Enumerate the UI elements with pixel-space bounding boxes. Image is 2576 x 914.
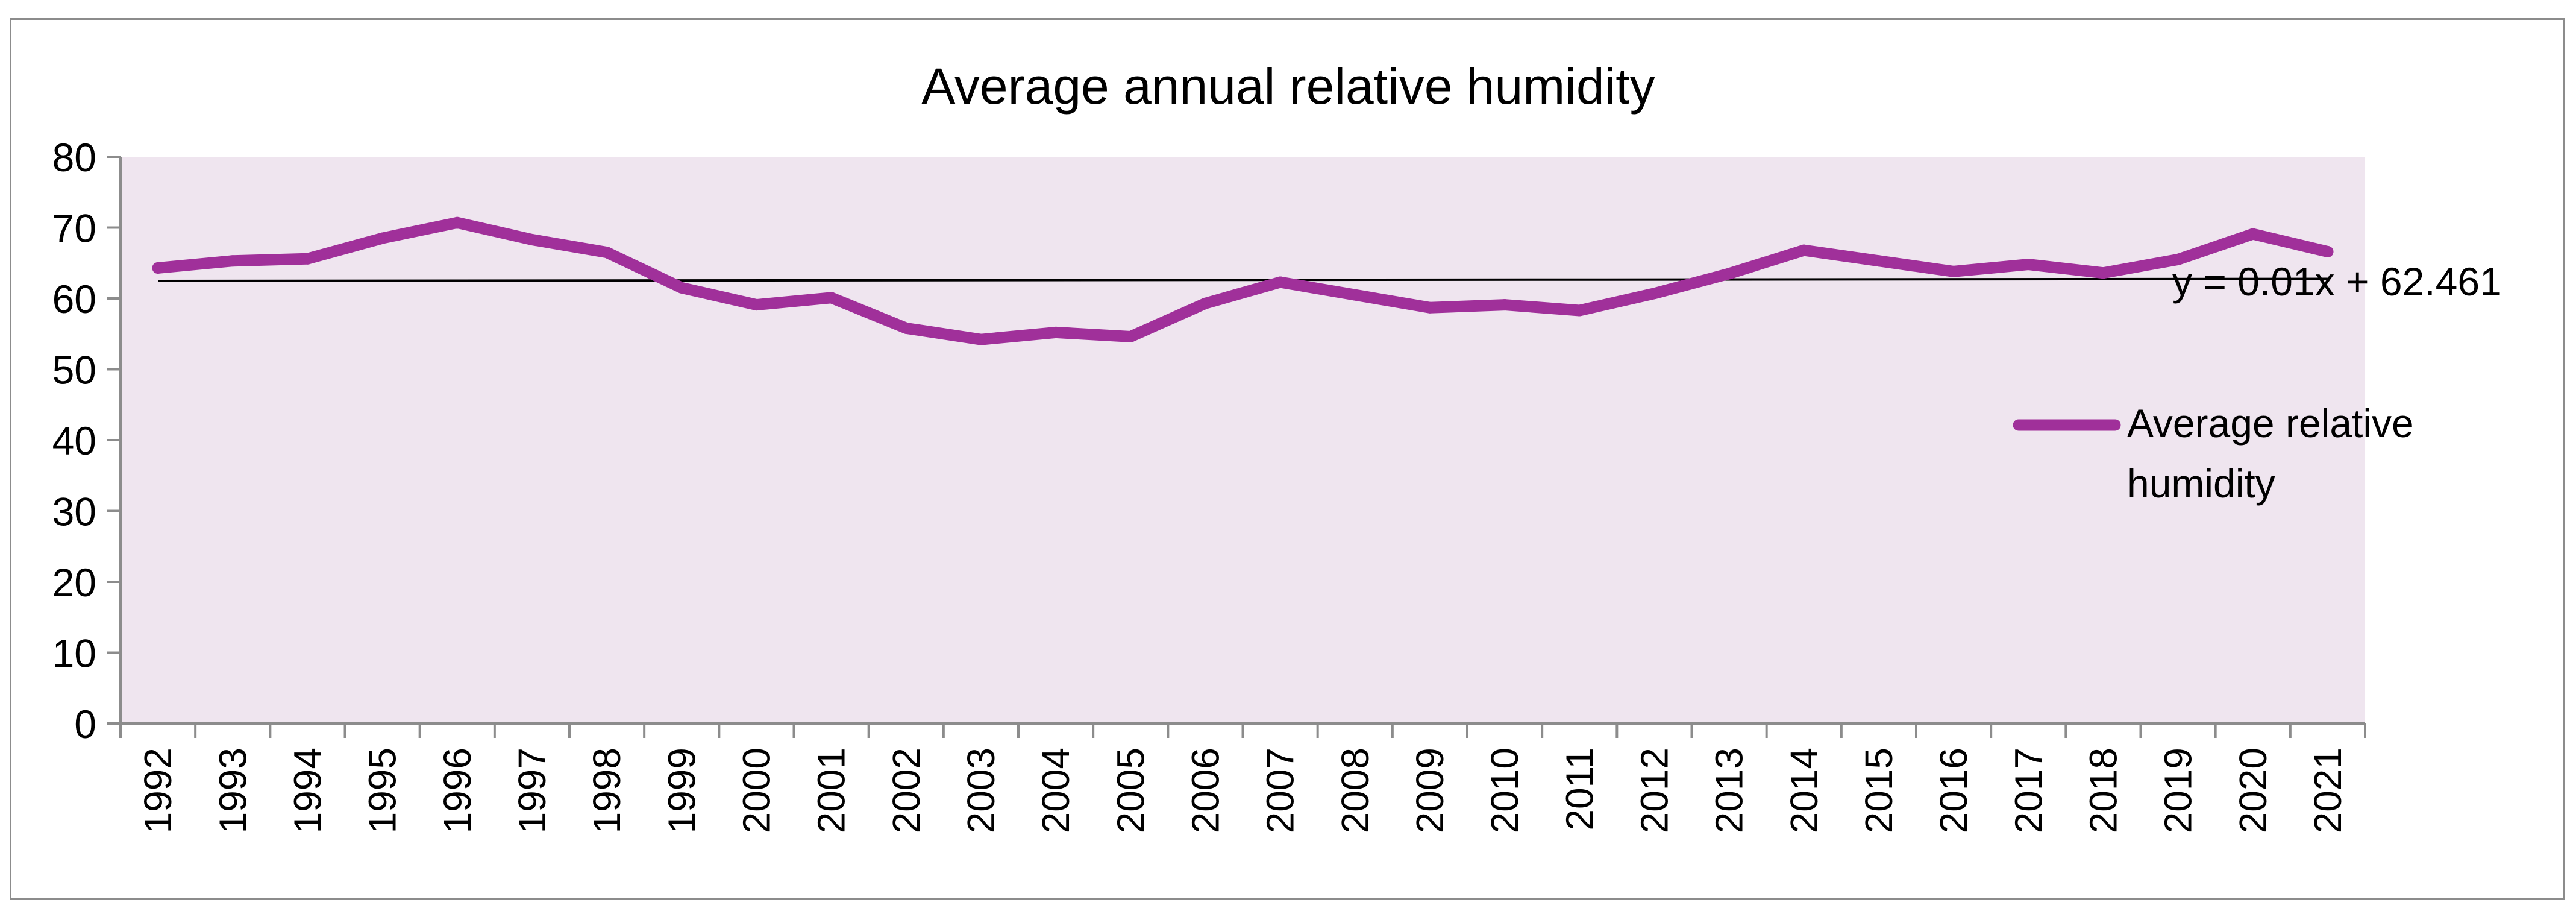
data-point [900,322,912,334]
legend-label-line-1: Average relative [2127,401,2414,446]
y-axis-ticks: 0 10 20 30 40 50 60 70 80 [52,135,121,746]
series-points [152,216,2334,345]
data-point [152,262,164,274]
data-point [826,292,838,304]
legend-label-line-2: humidity [2127,461,2275,506]
x-tick-label: 1998 [585,748,628,833]
data-point [601,247,613,259]
x-tick-label: 2020 [2231,748,2275,833]
y-tick-label: 40 [52,418,96,463]
x-tick-label: 2021 [2306,748,2349,833]
x-tick-label: 2000 [735,748,778,833]
data-point [1948,265,1960,277]
x-tick-label: 2009 [1408,748,1452,833]
y-tick-label: 0 [74,702,96,746]
y-tick-label: 70 [52,206,96,251]
data-point [975,333,987,345]
x-tick-label: 2008 [1333,748,1377,833]
y-tick-label: 30 [52,490,96,534]
x-tick-label: 2003 [959,748,1003,833]
data-point [675,282,688,294]
x-tick-label: 1997 [510,748,554,833]
x-tick-label: 2001 [810,748,853,833]
x-tick-label: 2011 [1558,748,1601,831]
chart-title: Average annual relative humidity [921,58,1655,115]
x-tick-label: 2016 [1932,748,1975,833]
x-axis-ticks: 1992 1993 1994 1995 1996 1997 1998 1999 2000 2001… [119,723,2366,833]
trendline-equation: y = 0.01x + 62.461 [2172,259,2502,304]
x-tick-label: 1993 [211,748,254,833]
data-point [1573,304,1585,317]
x-tick-label: 1994 [286,748,329,833]
x-tick-label: 2017 [2007,748,2050,833]
x-tick-label: 2014 [1782,748,1826,833]
data-point [2322,245,2334,257]
x-tick-label: 2007 [1259,748,1302,833]
data-point [1723,268,1735,280]
x-tick-label: 2018 [2081,748,2125,833]
data-point [227,255,239,267]
x-tick-label: 2005 [1109,748,1152,833]
data-point [1199,297,1211,309]
y-tick-label: 60 [52,277,96,321]
plot-area [121,157,2365,723]
data-point [301,253,313,265]
data-point [2172,253,2184,265]
data-point [1648,288,1660,300]
data-point [1873,255,1885,267]
data-point [2022,259,2034,271]
x-tick-label: 2019 [2157,748,2200,833]
x-tick-label: 2004 [1034,748,1077,833]
data-point [750,299,762,311]
data-point [377,232,389,244]
data-point [1798,244,1810,256]
legend: Average relative humidity [2013,401,2414,506]
data-point [2247,228,2259,240]
x-tick-label: 2013 [1708,748,1751,833]
x-tick-label: 1999 [660,748,703,833]
y-tick-label: 20 [52,560,96,605]
y-tick-label: 80 [52,135,96,180]
trendline [158,277,2328,282]
data-point [451,216,463,228]
data-point [526,233,538,245]
data-point [1124,330,1136,342]
data-point [2097,267,2109,279]
series-line-average-relative-humidity [152,216,2334,345]
data-point [1274,276,1286,288]
y-tick-label: 50 [52,348,96,392]
x-tick-label: 1995 [361,748,404,833]
data-point [1499,299,1511,311]
x-tick-label: 2002 [885,748,928,833]
data-point [1424,301,1436,314]
data-point [1349,289,1361,301]
x-tick-label: 2012 [1632,748,1676,833]
x-tick-label: 2015 [1857,748,1901,833]
data-point [1050,326,1062,338]
x-tick-label: 1992 [136,748,180,833]
y-tick-label: 10 [52,631,96,676]
x-tick-label: 2010 [1483,748,1526,833]
x-tick-label: 2006 [1183,748,1227,833]
x-tick-label: 1996 [436,748,479,833]
